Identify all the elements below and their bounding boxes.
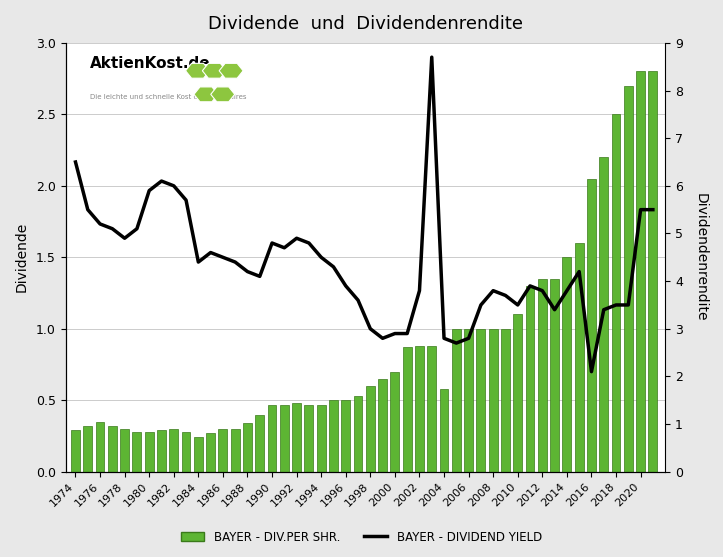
Bar bbox=[550, 278, 559, 472]
Bar bbox=[501, 329, 510, 472]
Bar bbox=[489, 329, 497, 472]
Bar bbox=[329, 400, 338, 472]
Bar bbox=[649, 71, 657, 472]
Bar bbox=[145, 432, 153, 472]
Bar bbox=[513, 315, 522, 472]
Bar bbox=[415, 346, 424, 472]
Bar bbox=[218, 429, 227, 472]
Title: Dividende  und  Dividendenrendite: Dividende und Dividendenrendite bbox=[208, 15, 523, 33]
Text: Die leichte und schnelle Kost der Aktionaires: Die leichte und schnelle Kost der Aktion… bbox=[90, 94, 246, 100]
Bar bbox=[292, 403, 301, 472]
Bar bbox=[255, 414, 264, 472]
Bar bbox=[194, 437, 202, 472]
Bar bbox=[157, 430, 166, 472]
Bar bbox=[95, 422, 105, 472]
Y-axis label: Dividende: Dividende bbox=[15, 222, 29, 292]
Bar bbox=[132, 432, 141, 472]
Bar bbox=[624, 86, 633, 472]
Bar bbox=[366, 386, 375, 472]
Bar bbox=[304, 404, 313, 472]
Bar bbox=[599, 157, 608, 472]
Bar bbox=[440, 389, 448, 472]
Bar bbox=[575, 243, 583, 472]
Legend: BAYER - DIV.PER SHR., BAYER - DIVIDEND YIELD: BAYER - DIV.PER SHR., BAYER - DIVIDEND Y… bbox=[176, 526, 547, 548]
Bar bbox=[280, 404, 288, 472]
Bar bbox=[181, 432, 190, 472]
Bar bbox=[464, 329, 473, 472]
Bar bbox=[390, 372, 399, 472]
Bar bbox=[108, 426, 117, 472]
Bar bbox=[526, 286, 534, 472]
Bar bbox=[476, 329, 485, 472]
Text: AktienKost.de: AktienKost.de bbox=[90, 56, 210, 71]
Bar bbox=[341, 400, 350, 472]
Bar bbox=[452, 329, 461, 472]
Bar bbox=[403, 348, 411, 472]
Bar bbox=[71, 430, 80, 472]
Bar bbox=[562, 257, 571, 472]
Bar bbox=[612, 114, 620, 472]
Bar bbox=[231, 429, 239, 472]
Bar bbox=[83, 426, 93, 472]
Bar bbox=[378, 379, 387, 472]
Bar bbox=[268, 404, 276, 472]
Bar bbox=[427, 346, 436, 472]
Bar bbox=[636, 71, 645, 472]
Bar bbox=[120, 429, 129, 472]
Bar bbox=[587, 179, 596, 472]
Bar bbox=[354, 396, 362, 472]
Bar bbox=[243, 423, 252, 472]
Y-axis label: Dividendenrendite: Dividendenrendite bbox=[694, 193, 708, 321]
Bar bbox=[206, 433, 215, 472]
Bar bbox=[317, 404, 325, 472]
Bar bbox=[169, 429, 178, 472]
Bar bbox=[538, 278, 547, 472]
